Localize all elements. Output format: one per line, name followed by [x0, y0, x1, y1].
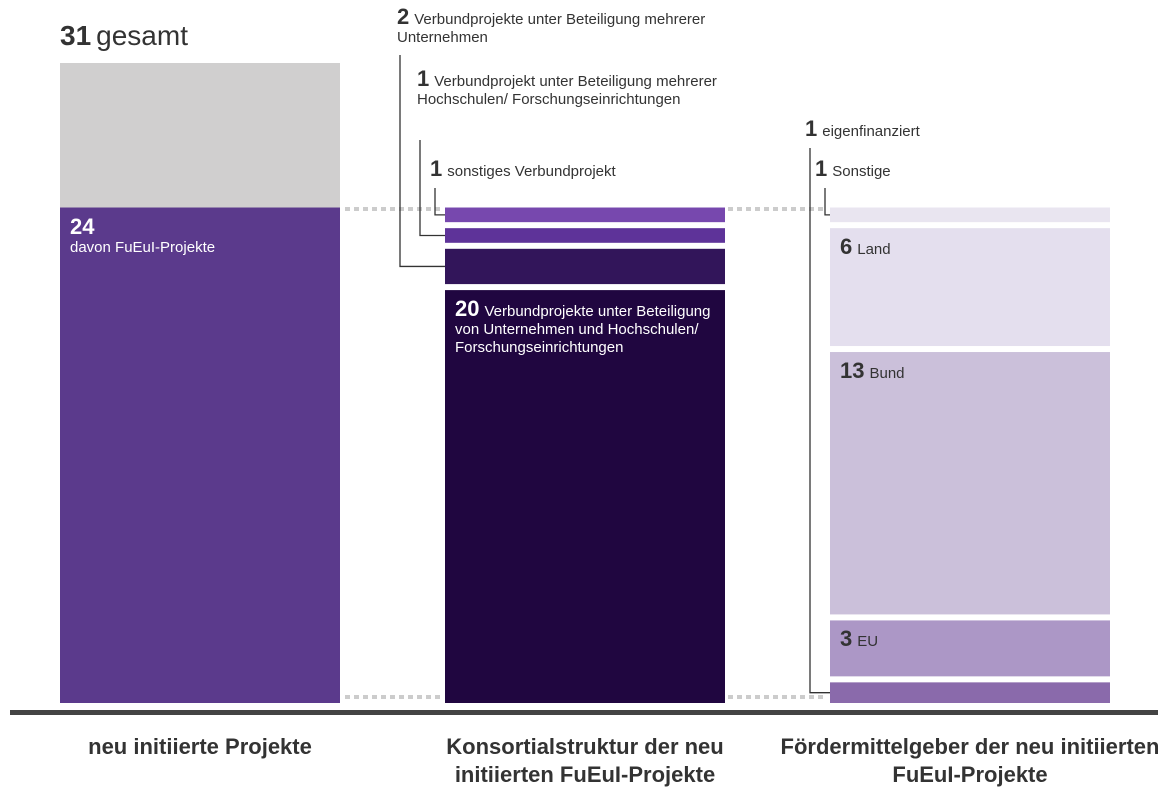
leader-line: [824, 188, 830, 216]
segment-value: 20: [455, 296, 480, 322]
segment: [830, 228, 1110, 347]
segment: [830, 352, 1110, 615]
segment-text: sonstiges Verbundprojekt: [447, 163, 616, 180]
segment-value: 1: [430, 156, 443, 181]
segment-label: 3 EU: [840, 628, 1100, 651]
total-label: 31 gesamt: [60, 22, 360, 50]
segment-label: 20 Verbundprojekte unter Beteiligung von …: [455, 298, 715, 357]
segment: [445, 290, 725, 703]
segment-text: Verbundprojekte unter Beteiligung mehrer…: [397, 11, 706, 46]
segment-text: Verbundprojekt unter Beteiligung mehrere…: [417, 73, 717, 108]
segment-label: 6 Land: [840, 236, 1100, 259]
segment-value: 1: [815, 156, 828, 181]
segment-value: 13: [840, 358, 865, 384]
leader-line: [434, 188, 445, 216]
connectors: [345, 207, 825, 699]
segment-label: 2 Verbundprojekte unter Beteiligung mehre…: [397, 6, 737, 47]
segment-text: Land: [857, 241, 891, 259]
total-text: gesamt: [96, 20, 188, 51]
segment-text: Bund: [869, 365, 905, 383]
segment-label: 1 sonstiges Verbundprojekt: [430, 158, 730, 181]
leader-line: [809, 148, 830, 694]
segment: [445, 248, 725, 285]
segment-value: 1: [417, 66, 430, 91]
segment-value: 2: [397, 4, 410, 29]
segment-text: Sonstige: [832, 163, 891, 180]
segment: [830, 620, 1110, 677]
segment-value: 3: [840, 626, 853, 652]
segment: [445, 207, 725, 223]
segment: [445, 228, 725, 243]
column-title: Konsortialstruktur der neu initiierten F…: [446, 734, 724, 787]
total-value: 31: [60, 20, 92, 51]
segment-label: 1 Sonstige: [815, 158, 1015, 181]
segment-text: Verbundprojekte unter Beteiligung von Un…: [455, 303, 711, 357]
segment-label: 1 Verbundprojekt unter Beteiligung mehrer…: [417, 68, 737, 109]
segment-value: 1: [805, 116, 818, 141]
segment: [830, 207, 1110, 223]
baseline: [10, 710, 1158, 715]
column-title: neu initiierte Projekte: [88, 734, 312, 759]
segment-label: 1 eigenfinanziert: [805, 118, 1005, 141]
segment: [60, 207, 340, 704]
column-title: Fördermittelgeber der neu initiierten Fu…: [780, 734, 1158, 787]
segment-text: davon FuEuI-Projekte: [70, 238, 216, 256]
segment-text: eigenfinanziert: [822, 123, 920, 140]
segment-label: 13 Bund: [840, 360, 1100, 383]
segment: [830, 682, 1110, 703]
segment-text: EU: [857, 633, 879, 651]
segment-value: 6: [840, 234, 853, 260]
segment-label: 24 davon FuEuI-Projekte: [70, 215, 330, 257]
leader-line: [399, 55, 445, 268]
segment-value: 24: [70, 213, 95, 239]
leader-line: [419, 140, 445, 237]
